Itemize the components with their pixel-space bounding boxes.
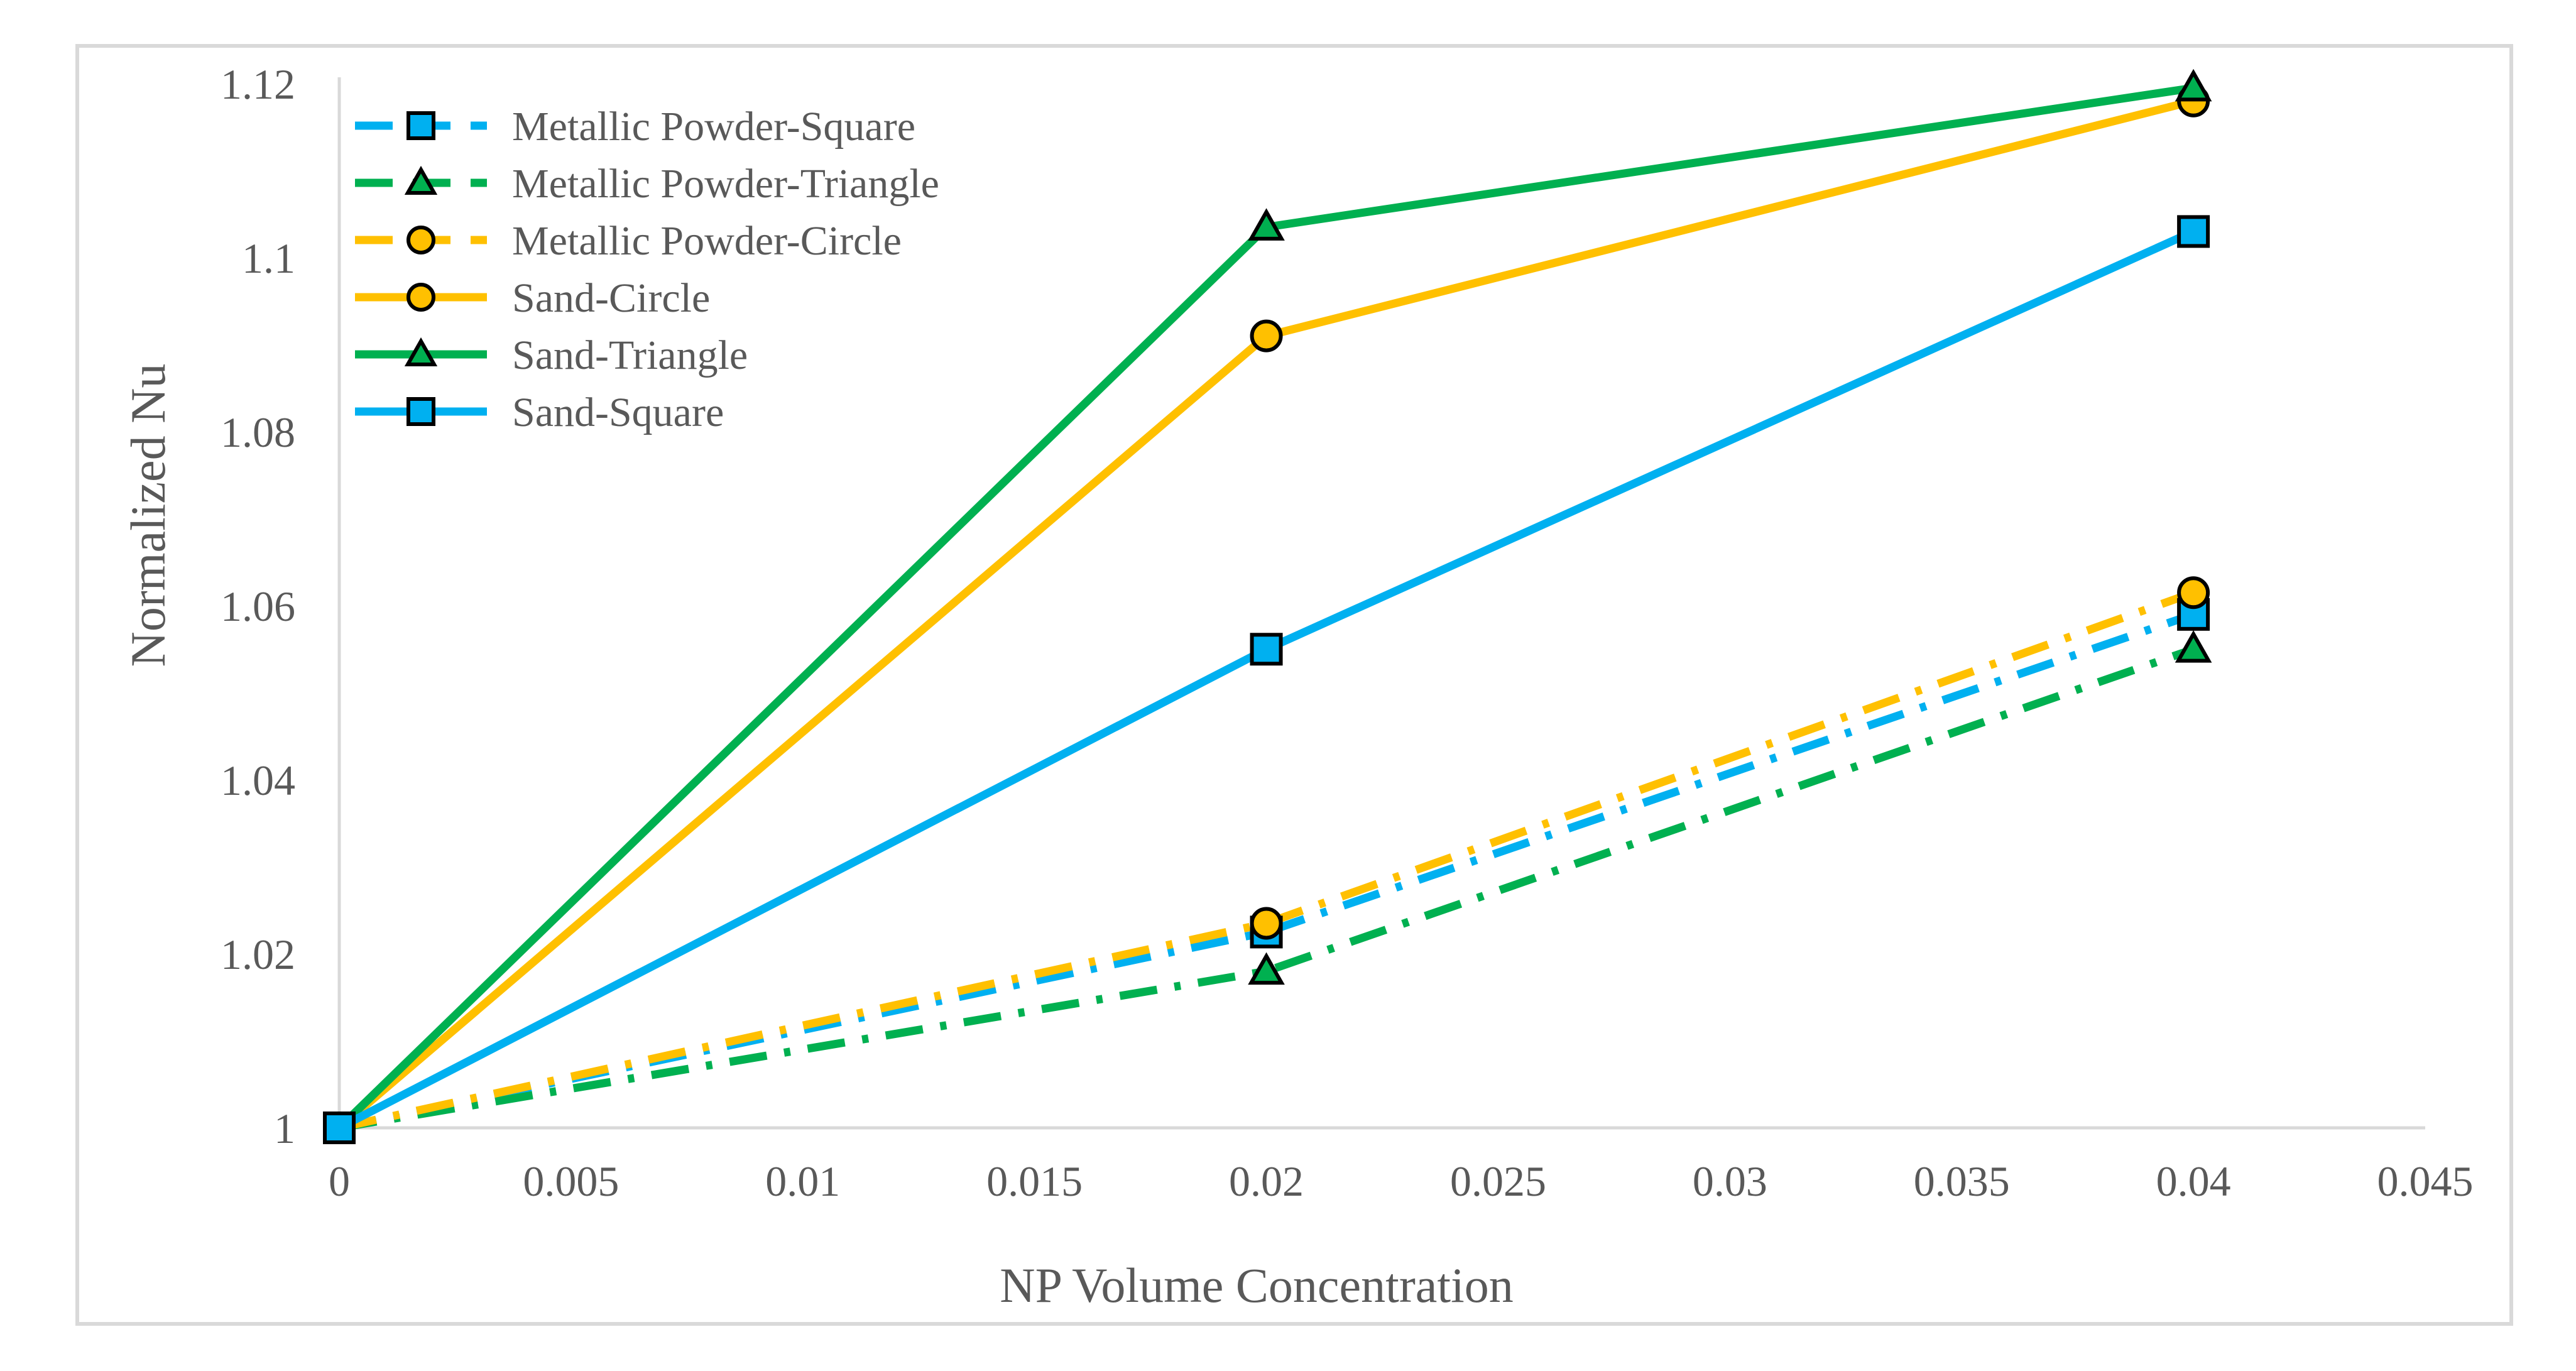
marker-triangle [404,165,438,195]
x-tick-label: 0.02 [1229,1157,1304,1205]
marker-triangle [1248,952,1285,985]
x-tick-label: 0.01 [765,1157,840,1205]
y-tick-label: 1 [274,1105,295,1152]
marker-triangle [2175,68,2212,102]
legend-label: Metallic Powder-Square [512,104,915,150]
x-tick-label: 0.045 [2377,1157,2474,1205]
legend-label: Sand-Circle [512,275,710,321]
y-tick-label: 1.1 [242,234,295,282]
y-tick-label: 1.12 [221,60,295,108]
axes [337,77,2425,1130]
x-tick-label: 0.03 [1693,1157,1767,1205]
marker-circle [407,283,435,312]
legend-label: Sand-Triangle [512,332,748,378]
y-axis-title: Normalized Nu [121,363,175,667]
y-tick-label: 1.08 [221,408,295,456]
y-tick-labels: 1 1.02 1.04 1.06 1.08 1.1 1.12 [221,60,295,1152]
y-tick-label: 1.04 [221,757,295,804]
marker-circle [407,226,435,254]
marker-circle [1250,319,1283,352]
legend-label: Metallic Powder-Circle [512,218,902,264]
x-tick-labels: 0 0.005 0.01 0.015 0.02 0.025 0.03 0.035 0.04 0.0… [329,1157,2474,1205]
marker-circle [1250,907,1283,940]
x-tick-label: 0.005 [523,1157,619,1205]
series-line [338,645,2195,1132]
legend-label: Metallic Powder-Triangle [512,161,939,207]
x-axis-title: NP Volume Concentration [1000,1258,1514,1313]
series-line [338,589,2195,1132]
series-line [338,610,2195,1132]
marker-triangle [1248,208,1285,241]
x-tick-label: 0.025 [1450,1157,1546,1205]
marker-triangle [2175,630,2212,663]
marker-square [2177,215,2210,248]
series-markers [323,68,2212,1144]
legend: Metallic Powder-Square Metallic Powder-Tr… [355,104,939,435]
x-tick-label: 0.015 [986,1157,1083,1205]
marker-square [323,1112,356,1144]
marker-triangle [404,337,438,366]
marker-square [407,397,435,426]
marker-square [407,111,435,140]
y-tick-label: 1.06 [221,582,295,630]
y-tick-label: 1.02 [221,931,295,978]
legend-label: Sand-Square [512,390,724,435]
marker-circle [2177,576,2210,609]
x-tick-label: 0 [329,1157,350,1205]
x-tick-label: 0.035 [1914,1157,2010,1205]
marker-square [1250,633,1283,666]
x-tick-label: 0.04 [2156,1157,2231,1205]
chart-frame [75,44,2513,1326]
